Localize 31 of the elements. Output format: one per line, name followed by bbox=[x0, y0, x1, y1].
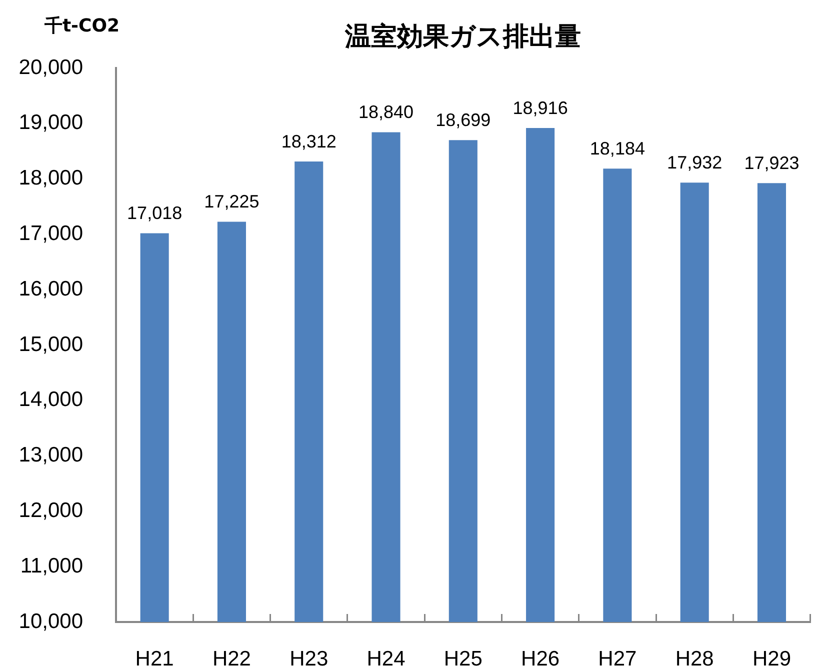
y-tick-label: 18,000 bbox=[18, 166, 83, 190]
y-tick-label: 20,000 bbox=[18, 56, 83, 79]
data-label: 17,225 bbox=[204, 192, 260, 212]
y-tick-label: 11,000 bbox=[20, 554, 83, 578]
y-tick-label: 10,000 bbox=[18, 610, 83, 633]
y-tick-label: 17,000 bbox=[18, 222, 83, 245]
chart-title: 温室効果ガス排出量 bbox=[344, 22, 582, 52]
data-label: 18,184 bbox=[590, 138, 645, 159]
x-tick-label: H24 bbox=[366, 647, 406, 668]
y-tick-label: 14,000 bbox=[18, 388, 83, 412]
x-tick-label: H29 bbox=[752, 647, 792, 668]
x-tick-label: H25 bbox=[444, 647, 482, 668]
data-label: 17,018 bbox=[127, 203, 182, 224]
x-tick-label: H27 bbox=[598, 647, 637, 668]
y-tick-label: 12,000 bbox=[18, 498, 83, 522]
x-tick-label: H23 bbox=[290, 647, 328, 668]
x-tick-label: H21 bbox=[135, 647, 174, 668]
y-tick-label: 15,000 bbox=[18, 332, 83, 356]
x-tick-label: H22 bbox=[212, 647, 251, 668]
y-tick-label: 19,000 bbox=[18, 111, 83, 134]
x-tick-label: H26 bbox=[521, 647, 560, 668]
data-label: 18,312 bbox=[281, 131, 336, 152]
data-label: 17,923 bbox=[744, 153, 800, 174]
x-tick-label: H28 bbox=[675, 647, 714, 668]
data-label: 18,840 bbox=[358, 102, 414, 122]
data-label: 17,932 bbox=[667, 152, 722, 173]
y-tick-label: 16,000 bbox=[18, 277, 83, 300]
data-label: 18,916 bbox=[512, 98, 568, 118]
y-tick-label: 13,000 bbox=[18, 444, 83, 467]
data-label: 18,699 bbox=[436, 110, 491, 130]
y-axis-title: 千t-CO2 bbox=[43, 16, 120, 37]
